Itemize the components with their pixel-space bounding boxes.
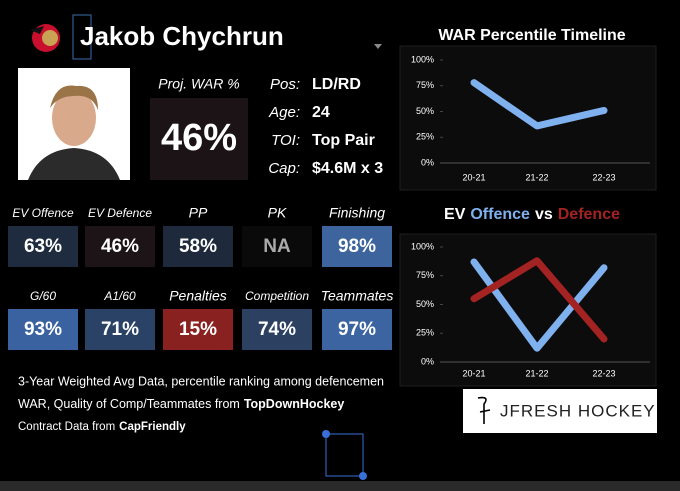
chart-title: EV Offence vs Defence [444,206,620,223]
tile-label: Penalties [169,288,227,304]
footer-note: 3-Year Weighted Avg Data, percentile ran… [18,374,384,388]
tile-label: G/60 [30,289,56,303]
tile-value: 93% [24,319,62,340]
bottom-bar [0,481,680,491]
info-value: 24 [312,104,330,121]
title-series: Defence [558,206,620,223]
tile-value: 98% [338,236,376,257]
footer-source: CapFriendly [119,421,186,433]
proj-war-value: 46% [161,117,237,159]
title-word: EV [444,206,466,223]
footer-note: WAR, Quality of Comp/Teammates from TopDo… [18,397,344,411]
tile-box [8,309,78,350]
tile-box [242,226,312,267]
proj-war-label: Proj. WAR % [158,76,239,92]
x-tick-label: 20-21 [462,172,485,182]
y-tick-label: 100% [411,54,434,64]
series-line [470,258,608,352]
tile-value: 58% [179,236,217,257]
tile-label: Finishing [329,205,385,221]
footer-source: TopDownHockey [244,397,345,411]
cursor-box [72,14,92,60]
selection-box [325,433,364,477]
photo-face [52,90,96,146]
team-logo [30,24,60,52]
info-label: Cap: [268,160,300,177]
tile-label: PK [268,205,287,221]
footer-note: Contract Data from CapFriendly [18,421,186,433]
y-tick-label: 0% [421,356,434,366]
tile-box [85,309,155,350]
tile-label: A1/60 [103,289,136,303]
y-tick-label: 75% [416,80,434,90]
tile-value: 46% [101,236,139,257]
tile-box [85,226,155,267]
x-tick-label: 21-22 [525,172,548,182]
tile-label: PP [189,205,208,221]
y-tick-label: 50% [416,106,434,116]
brand-icon [477,396,491,424]
y-tick-label: 75% [416,270,434,280]
tile-box [8,226,78,267]
tile-label: EV Offence [12,206,74,220]
y-tick-label: 50% [416,299,434,309]
tile-label: Teammates [321,288,394,304]
x-tick-label: 20-21 [462,368,485,378]
logo-face [42,30,58,46]
x-tick-label: 21-22 [525,368,548,378]
tile-label: Competition [245,289,309,303]
info-label: TOI: [271,132,300,149]
selection-handle[interactable] [359,472,367,480]
footer-text: WAR, Quality of Comp/Teammates from [18,397,240,411]
tile-value: 74% [258,319,296,340]
photo-hair [50,85,98,110]
chart-title: WAR Percentile Timeline [438,27,625,44]
brand-box [463,389,657,433]
proj-war-box [150,98,248,180]
tile-box [163,226,233,267]
dropdown-arrow[interactable] [374,44,382,49]
tile-box [163,309,233,350]
series-line [470,79,608,130]
player-photo [18,68,130,180]
y-tick-label: 25% [416,328,434,338]
title-series: Offence [470,206,530,223]
logo-plume [30,26,44,34]
tile-value: NA [263,236,291,257]
info-value: Top Pair [312,132,375,149]
y-tick-label: 25% [416,132,434,142]
info-value: $4.6M x 3 [312,160,383,177]
info-label: Age: [268,104,300,121]
tile-box [322,226,392,267]
chart-panel [399,233,657,387]
photo-jersey [28,148,120,180]
y-tick-label: 0% [421,157,434,167]
tile-box [242,309,312,350]
title-word: vs [535,206,553,223]
tile-box [322,309,392,350]
info-value: LD/RD [312,76,361,93]
info-label: Pos: [270,76,300,93]
footer-text: Contract Data from [18,421,115,433]
series-line [470,257,608,343]
tile-label: EV Defence [88,206,152,220]
tile-value: 71% [101,319,139,340]
tile-value: 97% [338,319,376,340]
y-tick-label: 100% [411,241,434,251]
selection-handle[interactable] [322,430,330,438]
x-tick-label: 22-23 [592,172,615,182]
tile-value: 63% [24,236,62,257]
player-name: Jakob Chychrun [80,21,284,51]
tile-value: 15% [179,319,217,340]
brand-name: JFRESH HOCKEY [500,401,656,420]
x-tick-label: 22-23 [592,368,615,378]
